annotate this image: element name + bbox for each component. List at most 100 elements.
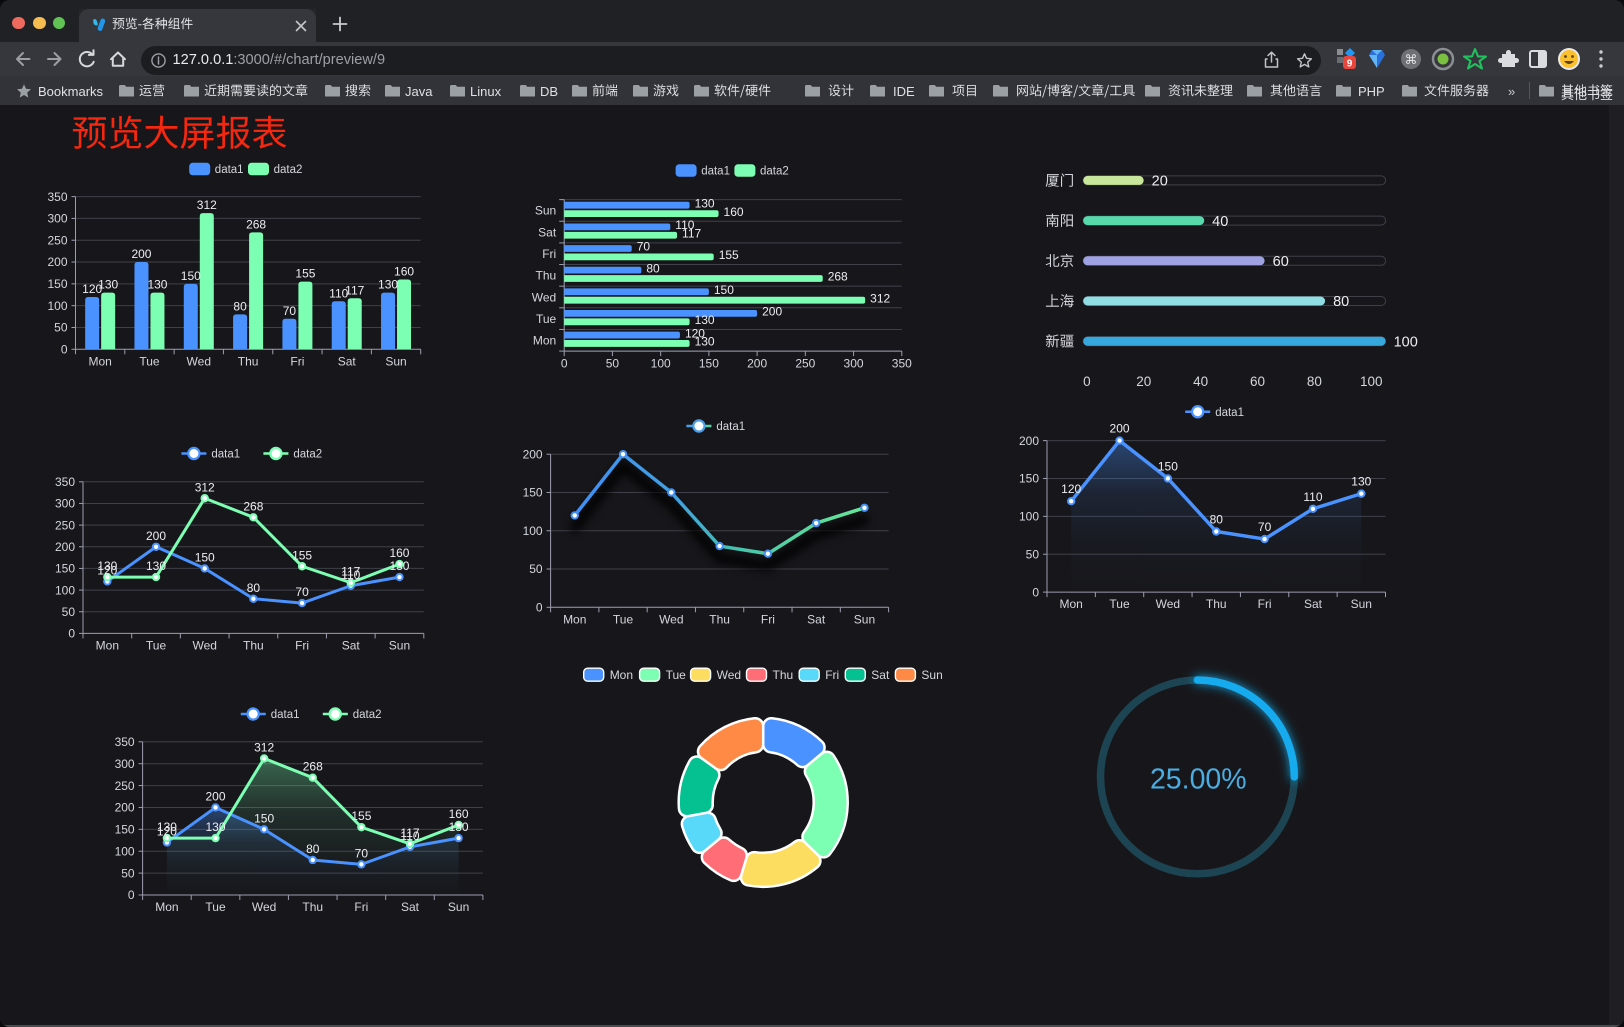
- svg-text:100: 100: [1360, 374, 1383, 389]
- svg-text:Sun: Sun: [854, 612, 875, 626]
- svg-text:Tue: Tue: [536, 312, 557, 326]
- svg-text:268: 268: [243, 499, 263, 513]
- svg-text:70: 70: [637, 240, 651, 254]
- svg-text:Sat: Sat: [401, 900, 420, 914]
- svg-text:110: 110: [675, 218, 694, 232]
- svg-text:120: 120: [97, 563, 117, 577]
- svg-text:60: 60: [1273, 254, 1289, 270]
- svg-text:250: 250: [47, 233, 67, 247]
- svg-text:150: 150: [254, 811, 274, 825]
- svg-text:data1: data1: [215, 164, 244, 176]
- svg-text:150: 150: [55, 562, 75, 576]
- svg-text:Thu: Thu: [302, 900, 323, 914]
- svg-text:0: 0: [1032, 585, 1039, 599]
- svg-text:0: 0: [128, 888, 135, 902]
- svg-text:268: 268: [246, 217, 266, 231]
- svg-text:Thu: Thu: [709, 612, 730, 626]
- svg-text:Sun: Sun: [389, 638, 410, 652]
- svg-text:150: 150: [181, 269, 201, 283]
- svg-text:350: 350: [55, 475, 75, 489]
- svg-text:0: 0: [536, 601, 543, 615]
- svg-text:312: 312: [870, 291, 890, 305]
- svg-text:Tue: Tue: [1109, 597, 1130, 611]
- svg-text:130: 130: [146, 559, 166, 573]
- svg-text:0: 0: [61, 343, 68, 357]
- svg-text:80: 80: [233, 299, 247, 313]
- svg-text:Wed: Wed: [187, 354, 211, 368]
- svg-text:80: 80: [306, 842, 320, 856]
- svg-text:120: 120: [1061, 482, 1081, 496]
- svg-text:data1: data1: [716, 421, 745, 433]
- svg-text:200: 200: [523, 447, 543, 461]
- svg-text:Fri: Fri: [295, 638, 309, 652]
- svg-text:160: 160: [389, 546, 409, 560]
- svg-text:117: 117: [345, 283, 364, 297]
- svg-text:Tue: Tue: [205, 900, 226, 914]
- svg-text:100: 100: [1394, 334, 1418, 350]
- svg-text:160: 160: [394, 264, 414, 278]
- svg-text:60: 60: [1250, 374, 1265, 389]
- svg-text:data1: data1: [1215, 407, 1244, 419]
- svg-text:150: 150: [714, 283, 734, 297]
- svg-text:Sun: Sun: [385, 354, 406, 368]
- svg-text:155: 155: [292, 548, 312, 562]
- svg-text:Tue: Tue: [139, 354, 160, 368]
- svg-text:130: 130: [449, 820, 469, 834]
- svg-text:0: 0: [1083, 374, 1091, 389]
- svg-text:50: 50: [121, 866, 135, 880]
- svg-text:40: 40: [1212, 214, 1228, 230]
- svg-text:312: 312: [195, 480, 215, 494]
- svg-text:250: 250: [795, 357, 815, 371]
- svg-text:350: 350: [47, 190, 67, 204]
- svg-text:70: 70: [355, 846, 369, 860]
- svg-text:Sat: Sat: [342, 638, 361, 652]
- svg-text:130: 130: [378, 278, 398, 292]
- svg-text:117: 117: [400, 826, 419, 840]
- svg-text:130: 130: [695, 335, 715, 349]
- svg-text:100: 100: [651, 357, 671, 371]
- svg-text:200: 200: [762, 305, 782, 319]
- svg-text:Sun: Sun: [535, 204, 556, 218]
- svg-text:200: 200: [55, 540, 75, 554]
- svg-text:Thu: Thu: [773, 668, 794, 682]
- svg-text:Mon: Mon: [96, 638, 119, 652]
- svg-text:80: 80: [1307, 374, 1322, 389]
- svg-text:Mon: Mon: [88, 354, 111, 368]
- svg-text:20: 20: [1152, 174, 1168, 190]
- svg-text:Wed: Wed: [252, 900, 276, 914]
- svg-text:300: 300: [115, 757, 135, 771]
- svg-text:Mon: Mon: [563, 612, 586, 626]
- svg-text:Wed: Wed: [659, 612, 683, 626]
- svg-text:160: 160: [724, 205, 744, 219]
- svg-text:data2: data2: [293, 449, 322, 461]
- svg-text:Thu: Thu: [536, 269, 557, 283]
- svg-text:25.00%: 25.00%: [1150, 763, 1247, 795]
- svg-text:70: 70: [1258, 520, 1272, 534]
- svg-text:200: 200: [747, 357, 767, 371]
- svg-text:200: 200: [1019, 434, 1039, 448]
- svg-text:110: 110: [400, 829, 419, 843]
- svg-text:150: 150: [1019, 472, 1039, 486]
- svg-text:130: 130: [389, 559, 409, 573]
- svg-text:100: 100: [47, 299, 67, 313]
- svg-text:312: 312: [197, 198, 217, 212]
- svg-text:Tue: Tue: [146, 638, 167, 652]
- svg-text:50: 50: [62, 605, 76, 619]
- svg-text:80: 80: [247, 581, 261, 595]
- svg-text:130: 130: [98, 278, 118, 292]
- svg-text:300: 300: [844, 357, 864, 371]
- svg-text:0: 0: [68, 627, 75, 641]
- svg-text:Wed: Wed: [532, 290, 556, 304]
- svg-text:100: 100: [55, 583, 75, 597]
- svg-text:40: 40: [1193, 374, 1208, 389]
- svg-text:120: 120: [157, 824, 177, 838]
- svg-text:110: 110: [329, 286, 348, 300]
- svg-text:100: 100: [115, 844, 135, 858]
- svg-text:200: 200: [1110, 422, 1130, 436]
- svg-text:data1: data1: [271, 709, 300, 721]
- svg-text:Sat: Sat: [1304, 597, 1323, 611]
- svg-text:200: 200: [146, 529, 166, 543]
- svg-text:200: 200: [47, 255, 67, 269]
- svg-text:200: 200: [206, 789, 226, 803]
- svg-text:Mon: Mon: [533, 334, 556, 348]
